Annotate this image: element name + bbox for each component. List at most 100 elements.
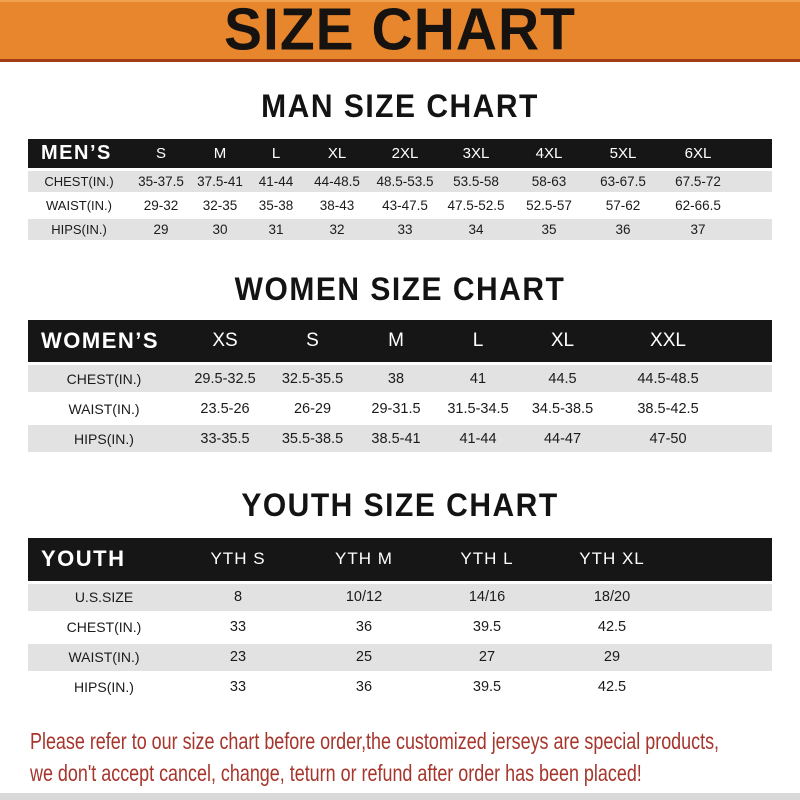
- size-cell: 31: [248, 217, 304, 243]
- size-col-header: YTH S: [180, 538, 296, 584]
- size-col-header: S: [130, 139, 192, 171]
- table-title-cell: YOUTH: [28, 538, 180, 584]
- footer-line-2: we don't accept cancel, change, teturn o…: [30, 759, 642, 786]
- size-cell: 52.5-57: [512, 193, 586, 219]
- size-cell: 32.5-35.5: [270, 363, 355, 395]
- spacer-cell: [736, 169, 772, 195]
- row-label: WAIST(IN.): [28, 642, 180, 674]
- size-col-header: XS: [180, 319, 270, 365]
- size-cell: 35-37.5: [130, 169, 192, 195]
- size-cell: 32: [304, 217, 370, 243]
- size-col-header: 4XL: [512, 139, 586, 171]
- size-cell: 10/12: [296, 582, 432, 614]
- women-size-table: WOMEN’S XS S M L XL XXL CHEST(IN.) 29.5-…: [28, 319, 772, 455]
- size-cell: 47-50: [606, 423, 730, 455]
- size-cell: 36: [586, 217, 660, 243]
- size-cell: 39.5: [432, 672, 542, 704]
- size-cell: 62-66.5: [660, 193, 736, 219]
- size-cell: 31.5-34.5: [437, 393, 519, 425]
- size-cell: 35.5-38.5: [270, 423, 355, 455]
- row-label: WAIST(IN.): [28, 393, 180, 425]
- spacer-cell: [736, 139, 772, 171]
- size-col-header: M: [192, 139, 248, 171]
- row-label: HIPS(IN.): [28, 423, 180, 455]
- table-row: WAIST(IN.) 23 25 27 29: [28, 642, 772, 674]
- size-cell: 18/20: [542, 582, 682, 614]
- size-cell: 23: [180, 642, 296, 674]
- men-section-title: MAN SIZE CHART: [261, 88, 539, 125]
- men-size-table: MEN’S S M L XL 2XL 3XL 4XL 5XL 6XL CHEST…: [28, 139, 772, 243]
- women-section-title: WOMEN SIZE CHART: [234, 271, 566, 307]
- table-title-cell: WOMEN’S: [28, 319, 180, 365]
- size-cell: 33: [180, 612, 296, 644]
- size-cell: 35-38: [248, 193, 304, 219]
- size-col-header: 5XL: [586, 139, 660, 171]
- table-header-row: YOUTH YTH S YTH M YTH L YTH XL: [28, 538, 772, 584]
- row-label: HIPS(IN.): [28, 217, 130, 243]
- size-cell: 42.5: [542, 612, 682, 644]
- footer-note: Please refer to our size chart before or…: [30, 725, 779, 789]
- size-cell: 53.5-58: [440, 169, 512, 195]
- size-cell: 67.5-72: [660, 169, 736, 195]
- size-cell: 29-32: [130, 193, 192, 219]
- size-cell: 42.5: [542, 672, 682, 704]
- size-cell: 8: [180, 582, 296, 614]
- table-row: CHEST(IN.) 33 36 39.5 42.5: [28, 612, 772, 644]
- table-title-cell: MEN’S: [28, 139, 130, 171]
- youth-section-title: YOUTH SIZE CHART: [241, 487, 559, 524]
- size-cell: 29.5-32.5: [180, 363, 270, 395]
- spacer-cell: [682, 582, 772, 614]
- size-cell: 29-31.5: [355, 393, 437, 425]
- size-cell: 44.5-48.5: [606, 363, 730, 395]
- spacer-cell: [682, 612, 772, 644]
- table-row: WAIST(IN.) 29-32 32-35 35-38 38-43 43-47…: [28, 193, 772, 219]
- size-cell: 43-47.5: [370, 193, 440, 219]
- size-cell: 38.5-41: [355, 423, 437, 455]
- footer-line-1: Please refer to our size chart before or…: [30, 727, 720, 754]
- table-row: CHEST(IN.) 29.5-32.5 32.5-35.5 38 41 44.…: [28, 363, 772, 395]
- table-row: HIPS(IN.) 33 36 39.5 42.5: [28, 672, 772, 704]
- size-cell: 38: [355, 363, 437, 395]
- size-col-header: YTH L: [432, 538, 542, 584]
- size-cell: 38.5-42.5: [606, 393, 730, 425]
- size-cell: 27: [432, 642, 542, 674]
- size-cell: 44-47: [519, 423, 606, 455]
- size-cell: 41-44: [248, 169, 304, 195]
- size-col-header: L: [248, 139, 304, 171]
- table-row: HIPS(IN.) 29 30 31 32 33 34 35 36 37: [28, 217, 772, 243]
- size-col-header: XL: [519, 319, 606, 365]
- table-row: HIPS(IN.) 33-35.5 35.5-38.5 38.5-41 41-4…: [28, 423, 772, 455]
- size-col-header: L: [437, 319, 519, 365]
- row-label: CHEST(IN.): [28, 612, 180, 644]
- size-cell: 47.5-52.5: [440, 193, 512, 219]
- table-row: WAIST(IN.) 23.5-26 26-29 29-31.5 31.5-34…: [28, 393, 772, 425]
- spacer-cell: [730, 319, 772, 365]
- size-cell: 63-67.5: [586, 169, 660, 195]
- size-cell: 26-29: [270, 393, 355, 425]
- size-cell: 29: [130, 217, 192, 243]
- row-label: U.S.SIZE: [28, 582, 180, 614]
- size-cell: 30: [192, 217, 248, 243]
- size-cell: 35: [512, 217, 586, 243]
- row-label: HIPS(IN.): [28, 672, 180, 704]
- size-cell: 37: [660, 217, 736, 243]
- size-cell: 48.5-53.5: [370, 169, 440, 195]
- table-row: U.S.SIZE 8 10/12 14/16 18/20: [28, 582, 772, 614]
- size-cell: 34.5-38.5: [519, 393, 606, 425]
- size-col-header: YTH M: [296, 538, 432, 584]
- size-cell: 41-44: [437, 423, 519, 455]
- table-header-row: WOMEN’S XS S M L XL XXL: [28, 319, 772, 365]
- size-cell: 38-43: [304, 193, 370, 219]
- size-cell: 14/16: [432, 582, 542, 614]
- size-col-header: 3XL: [440, 139, 512, 171]
- banner: SIZE CHART: [0, 0, 800, 62]
- bottom-strip: [0, 793, 800, 800]
- page-title: SIZE CHART: [224, 0, 576, 64]
- youth-size-table: YOUTH YTH S YTH M YTH L YTH XL U.S.SIZE …: [28, 538, 772, 704]
- size-cell: 23.5-26: [180, 393, 270, 425]
- size-cell: 34: [440, 217, 512, 243]
- row-label: CHEST(IN.): [28, 169, 130, 195]
- size-cell: 33-35.5: [180, 423, 270, 455]
- size-col-header: M: [355, 319, 437, 365]
